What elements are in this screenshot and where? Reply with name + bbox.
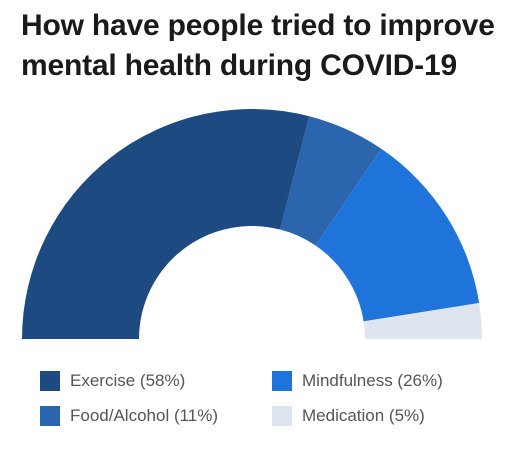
legend-swatch-medication <box>272 406 292 426</box>
semi-donut-chart <box>22 109 482 339</box>
legend-swatch-food-alcohol <box>40 406 60 426</box>
chart-title: How have people tried to improve mental … <box>21 9 495 82</box>
legend-swatch-mindfulness <box>272 371 292 391</box>
slice-exercise <box>22 109 310 339</box>
legend-label-medication: Medication (5%) <box>302 406 425 425</box>
chart-legend: Exercise (58%) Food/Alcohol (11%) Mindfu… <box>40 366 500 436</box>
legend-swatch-exercise <box>40 371 60 391</box>
legend-item-exercise: Exercise (58%) <box>40 370 185 392</box>
slice-medication <box>363 303 482 339</box>
slice-food-alcohol <box>280 116 382 246</box>
legend-item-medication: Medication (5%) <box>272 405 425 427</box>
legend-label-food-alcohol: Food/Alcohol (11%) <box>70 406 219 425</box>
legend-item-food-alcohol: Food/Alcohol (11%) <box>40 405 218 427</box>
slice-mindfulness <box>315 148 480 322</box>
legend-label-exercise: Exercise (58%) <box>70 371 186 390</box>
legend-item-mindfulness: Mindfulness (26%) <box>272 370 443 392</box>
legend-label-mindfulness: Mindfulness (26%) <box>302 371 443 390</box>
